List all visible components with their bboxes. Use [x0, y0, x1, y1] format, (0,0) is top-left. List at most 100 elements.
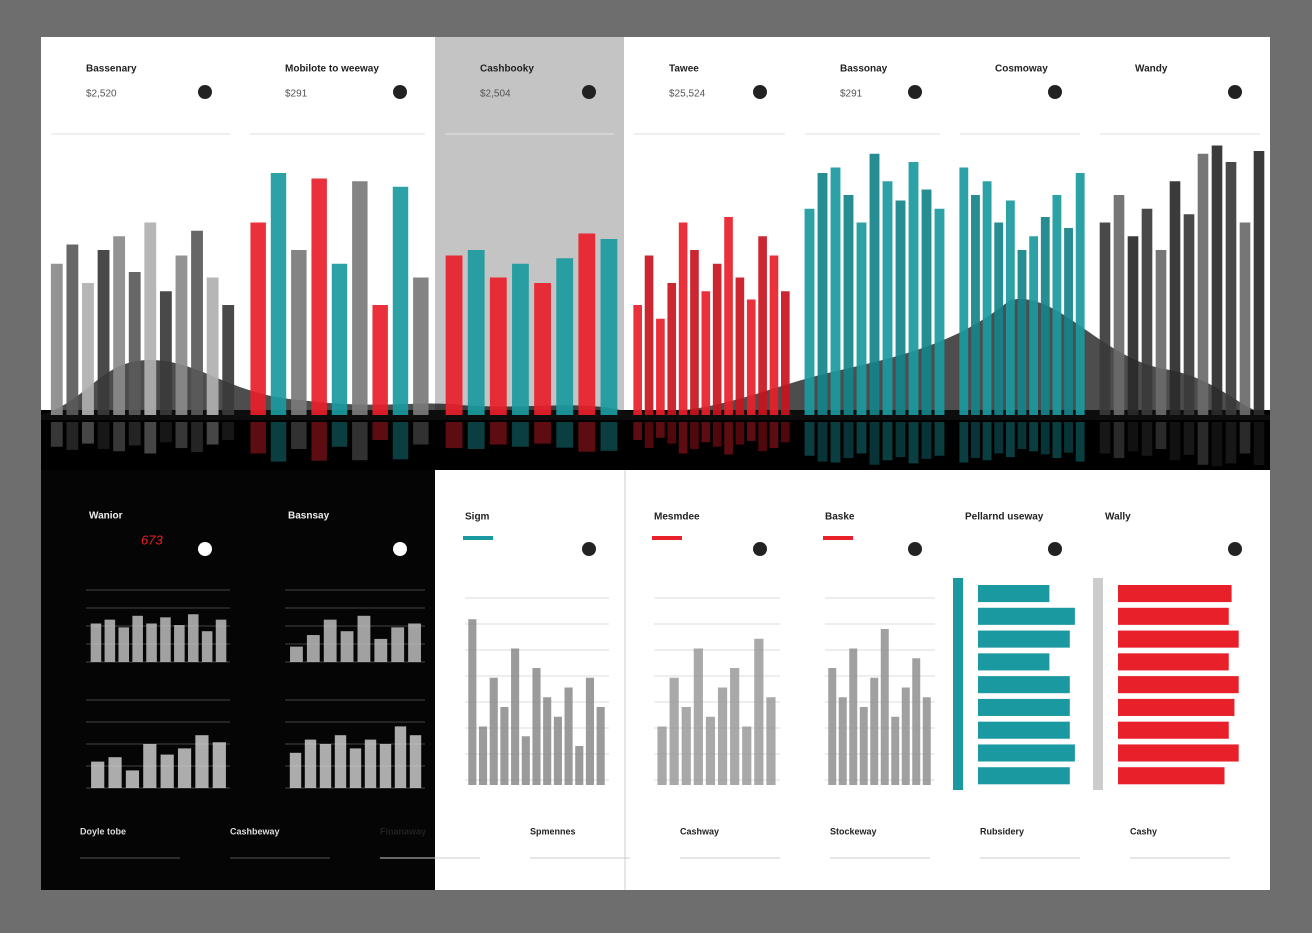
- bar: [1017, 250, 1027, 415]
- bar: [578, 233, 596, 415]
- bar: [291, 250, 307, 415]
- bar: [690, 250, 699, 415]
- bar: [1113, 195, 1125, 415]
- bar-reflection: [1017, 422, 1027, 449]
- bar: [982, 181, 992, 415]
- hbar: [1118, 767, 1225, 785]
- accent: [823, 536, 853, 540]
- bar-reflection: [578, 422, 596, 452]
- icon-button: [1048, 542, 1062, 556]
- bar: [222, 305, 235, 415]
- panel-title: Tawee: [669, 64, 699, 75]
- bar-reflection: [804, 422, 815, 456]
- bar: [144, 222, 157, 415]
- panel-title: Pellarnd useway: [965, 512, 1044, 523]
- bar: [1141, 208, 1153, 415]
- bar: [409, 735, 422, 788]
- bar: [82, 283, 94, 415]
- hbar: [1118, 676, 1239, 694]
- bar: [849, 648, 858, 785]
- bar: [97, 250, 110, 415]
- hbar: [1118, 585, 1232, 603]
- bar-reflection: [724, 422, 733, 455]
- bar-reflection: [159, 422, 172, 443]
- bar-reflection: [445, 422, 463, 449]
- bar: [1099, 222, 1111, 415]
- bar-reflection: [735, 422, 745, 445]
- icon-button: [753, 85, 767, 99]
- bar: [856, 222, 867, 415]
- bar: [882, 181, 893, 415]
- bar-reflection: [690, 422, 699, 449]
- bar-reflection: [656, 422, 665, 438]
- bar: [908, 162, 919, 415]
- bar: [467, 250, 485, 415]
- bar: [306, 635, 320, 662]
- bar: [895, 200, 906, 415]
- icon-button: [1228, 85, 1242, 99]
- panel-value: $2,504: [480, 89, 511, 100]
- footer-label: Spmennes: [530, 826, 576, 836]
- bar: [191, 230, 203, 415]
- bar: [201, 631, 213, 662]
- bar: [971, 195, 980, 415]
- bar-reflection: [1211, 422, 1223, 467]
- divider: [624, 470, 626, 890]
- bar: [1052, 195, 1062, 415]
- bar-reflection: [600, 422, 618, 451]
- bar-reflection: [352, 422, 368, 461]
- bar: [667, 283, 677, 415]
- bar: [596, 707, 605, 785]
- bar: [143, 744, 157, 788]
- panel-value: $291: [840, 89, 863, 100]
- bar-reflection: [830, 422, 841, 463]
- panel-title: Cashbooky: [480, 64, 534, 75]
- bar: [118, 627, 130, 662]
- bar: [379, 744, 392, 788]
- bar-reflection: [191, 422, 203, 453]
- footer-label: Cashbeway: [230, 826, 280, 836]
- bar: [742, 726, 752, 785]
- hbar: [1118, 721, 1229, 739]
- bar: [349, 748, 362, 788]
- hbar: [978, 698, 1070, 716]
- bar: [511, 648, 520, 785]
- bar: [575, 746, 584, 785]
- bar-reflection: [1169, 422, 1181, 461]
- bar-reflection: [1197, 422, 1209, 465]
- bar: [543, 697, 552, 785]
- bar-reflection: [392, 422, 409, 460]
- bar: [870, 677, 879, 785]
- bar: [564, 687, 573, 785]
- bar: [159, 291, 172, 415]
- bar: [206, 277, 219, 415]
- bar-reflection: [667, 422, 677, 444]
- bar: [838, 697, 847, 785]
- bar-reflection: [701, 422, 711, 443]
- bar-reflection: [1141, 422, 1153, 456]
- bar-reflection: [489, 422, 507, 445]
- bar: [1155, 250, 1167, 415]
- bar: [678, 222, 688, 415]
- bar: [521, 736, 530, 785]
- bar-reflection: [1183, 422, 1195, 455]
- icon-button: [198, 85, 212, 99]
- footer-label: Cashway: [680, 826, 719, 836]
- footer-label: Rubsidery: [980, 826, 1024, 836]
- bar-reflection: [1127, 422, 1139, 452]
- bar: [132, 615, 143, 662]
- hbar: [978, 653, 1050, 671]
- bar: [959, 167, 969, 415]
- bar-reflection: [644, 422, 654, 449]
- bar: [781, 291, 790, 415]
- bar: [633, 305, 642, 415]
- bar-reflection: [746, 422, 756, 441]
- panel-value: $2,520: [86, 89, 117, 100]
- bar-reflection: [206, 422, 219, 445]
- bar: [1211, 145, 1223, 415]
- bar: [289, 752, 302, 788]
- bar: [922, 697, 931, 785]
- bar: [128, 272, 141, 415]
- bar: [90, 623, 102, 662]
- icon-button: [1048, 85, 1062, 99]
